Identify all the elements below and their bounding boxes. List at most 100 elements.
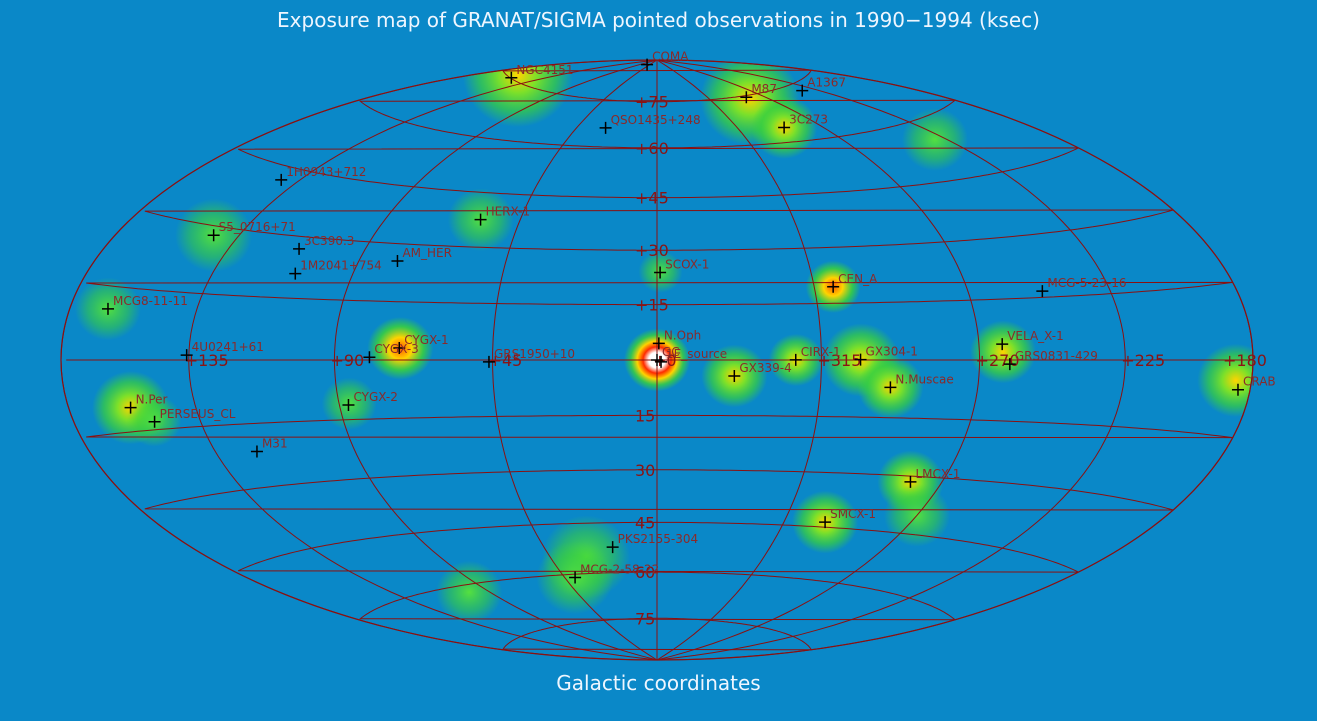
source-marker[interactable]: CEN_A: [827, 272, 878, 293]
meridian-line: [656, 59, 981, 661]
source-marker[interactable]: GX304-1: [854, 345, 918, 366]
source-marker[interactable]: M31: [250, 437, 288, 458]
cross-icon: [728, 369, 741, 382]
source-label: 4U0241+61: [192, 340, 264, 354]
source-marker[interactable]: MCG-5-23-16: [1036, 276, 1127, 298]
cross-icon: [740, 91, 753, 104]
latitude-label: +45: [635, 189, 669, 208]
source-marker[interactable]: HERX-1: [474, 205, 531, 226]
source-label: N.Per: [136, 393, 168, 407]
source-label: VELA_X-1: [1007, 329, 1064, 343]
cross-icon: [482, 355, 495, 368]
source-marker[interactable]: CRAB: [1231, 375, 1276, 396]
map-title: Exposure map of GRANAT/SIGMA pointed obs…: [277, 8, 1040, 32]
source-label: 1H0943+712: [286, 165, 366, 179]
source-label: MCG-2-58-22: [580, 562, 659, 576]
meridian-line: [656, 59, 822, 661]
source-marker[interactable]: A1367: [796, 76, 846, 97]
coordinate-caption: Galactic coordinates: [556, 671, 761, 695]
cross-icon: [854, 353, 867, 366]
source-marker[interactable]: GRS1950+10: [482, 347, 575, 368]
source-label: CYGX-1: [404, 333, 448, 347]
source-marker[interactable]: 3C273: [778, 112, 828, 134]
source-marker[interactable]: CYGX-3: [363, 342, 419, 364]
source-marker[interactable]: CYGX-1: [393, 333, 449, 354]
cross-icon: [148, 415, 161, 428]
latitude-label: 15: [635, 406, 655, 425]
source-marker[interactable]: 1E_source: [655, 347, 727, 368]
source-label: SMCX-1: [830, 507, 876, 521]
source-marker[interactable]: MCG8-11-11: [101, 294, 188, 315]
source-marker[interactable]: 3C390.3: [293, 234, 354, 255]
source-label: N.Muscae: [895, 372, 953, 386]
longitude-label: +45: [489, 351, 523, 370]
source-label: 3C390.3: [304, 234, 354, 248]
cross-icon: [505, 71, 518, 84]
source-marker[interactable]: MCG-2-58-22: [569, 562, 659, 584]
source-marker[interactable]: NGC4151: [505, 63, 574, 84]
source-label: PERSEUS_CL: [160, 407, 236, 421]
cross-icon: [474, 213, 487, 226]
cross-icon: [641, 58, 654, 71]
source-label: CIRX-1: [801, 345, 841, 359]
source-marker[interactable]: SMCX-1: [819, 507, 876, 529]
meridian-line: [333, 59, 658, 661]
source-label: CRAB: [1243, 375, 1276, 389]
source-marker[interactable]: SCOX-1: [654, 258, 709, 279]
cross-icon: [652, 337, 665, 350]
source-label: 1M2041+754: [300, 259, 382, 273]
source-marker[interactable]: M87: [740, 82, 777, 104]
source-marker[interactable]: GX339-4: [728, 361, 792, 382]
source-marker[interactable]: COMA: [641, 50, 689, 71]
source-marker[interactable]: N.Per: [124, 393, 168, 414]
cross-icon: [275, 173, 288, 186]
cross-icon: [391, 254, 404, 267]
meridian-line: [492, 59, 658, 661]
source-marker[interactable]: VELA_X-1: [996, 329, 1064, 351]
longitude-label: +180: [1223, 351, 1267, 370]
source-label: M31: [262, 437, 288, 451]
cross-icon: [655, 355, 668, 368]
longitude-label: +315: [817, 351, 861, 370]
source-label: GX304-1: [866, 345, 918, 359]
latitude-label: +15: [635, 296, 669, 315]
cross-icon: [819, 516, 832, 529]
cross-icon: [250, 445, 263, 458]
cross-icon: [207, 229, 220, 242]
exposure-blob: [970, 320, 1037, 384]
latitude-label: 45: [635, 513, 655, 532]
source-marker[interactable]: 1M2041+754: [289, 259, 382, 280]
source-marker[interactable]: GC: [651, 345, 680, 366]
source-marker[interactable]: CYGX-2: [342, 390, 398, 411]
source-marker[interactable]: 1H0943+712: [275, 165, 366, 186]
source-label: HERX-1: [486, 205, 531, 219]
source-marker[interactable]: S5_0716+71: [207, 220, 296, 242]
parallel-line: [86, 414, 1233, 439]
source-marker[interactable]: N.Muscae: [884, 372, 954, 394]
source-marker[interactable]: PERSEUS_CL: [148, 407, 236, 428]
source-marker[interactable]: 4U0241+61: [180, 340, 264, 362]
cross-icon: [904, 475, 917, 488]
source-label: CEN_A: [838, 272, 878, 286]
source-marker[interactable]: QSO1435+248: [599, 113, 701, 134]
source-label: MCG-5-23-16: [1047, 276, 1126, 290]
cross-icon: [569, 571, 582, 584]
parallel-line: [144, 469, 1174, 511]
cross-icon: [1003, 358, 1016, 371]
source-label: GRS1950+10: [494, 347, 575, 361]
source-label: GX339-4: [739, 361, 791, 375]
meridian-line: [656, 59, 1254, 661]
grid-labels: +135 +90 +45 +0 +315 +270 +225 +180 +75 +60 +45 +30…: [185, 93, 1267, 629]
source-marker[interactable]: PKS2155-304: [606, 532, 699, 554]
cross-icon: [363, 351, 376, 364]
cross-icon: [289, 267, 302, 280]
source-marker[interactable]: AM_HER: [391, 246, 452, 267]
source-marker[interactable]: GRS0831-429: [1003, 349, 1098, 371]
source-label: MCG8-11-11: [113, 294, 188, 308]
source-label: NGC4151: [516, 63, 573, 77]
cross-icon: [101, 302, 114, 315]
source-marker[interactable]: CIRX-1: [789, 345, 841, 366]
source-marker[interactable]: N.Oph: [652, 328, 701, 350]
source-marker[interactable]: LMCX-1: [904, 467, 960, 488]
source-label: CYGX-3: [374, 342, 418, 356]
